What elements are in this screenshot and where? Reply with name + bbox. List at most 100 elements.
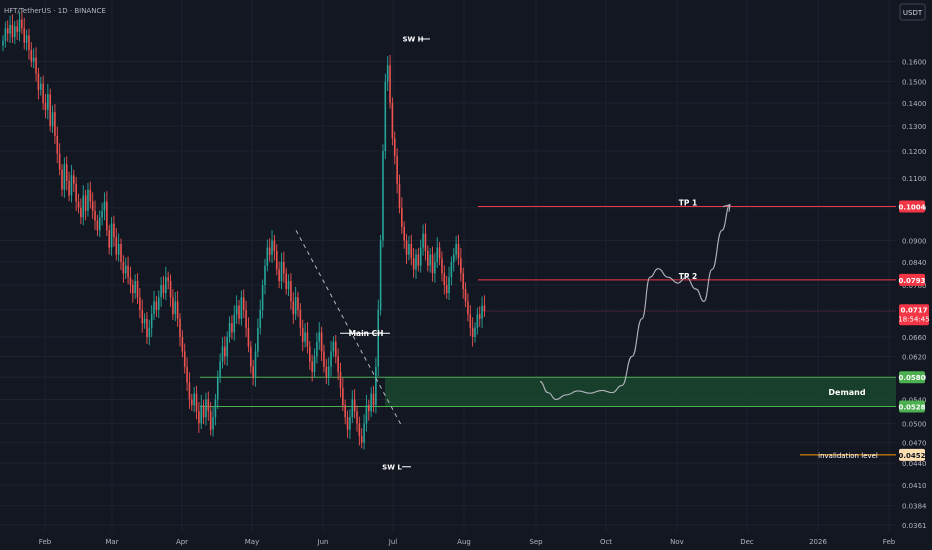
candle-body — [198, 411, 200, 424]
candle-body — [32, 57, 35, 62]
candle-body — [70, 175, 73, 196]
candle-body — [49, 94, 51, 127]
candle-body — [240, 297, 243, 319]
candle-body — [136, 281, 139, 298]
candle-body — [386, 65, 389, 82]
demand-zone-label: Demand — [828, 388, 865, 397]
candle-body — [127, 265, 129, 278]
candle-body — [47, 94, 49, 110]
candle-body — [408, 243, 410, 255]
candle-body — [481, 305, 483, 319]
projected-path[interactable] — [539, 204, 731, 401]
candle-body — [233, 314, 236, 333]
tp1-price-badge-text: 0.1004 — [898, 203, 925, 211]
currency-button[interactable] — [899, 3, 926, 21]
candle-body — [410, 243, 413, 259]
candle-body — [160, 285, 162, 298]
candle-body — [375, 366, 377, 406]
currency-label: USDT — [903, 9, 923, 17]
candle-body — [134, 281, 136, 294]
price-tick-label: 0.0410 — [902, 482, 927, 490]
candle-body — [257, 327, 259, 352]
candle-body — [242, 297, 245, 310]
candle-body — [464, 289, 467, 302]
candle-body — [98, 217, 101, 231]
candle-body — [188, 382, 191, 400]
candle-body — [110, 223, 113, 248]
candle-body — [58, 153, 61, 170]
candle-body — [39, 83, 42, 90]
time-tick-label: Feb — [39, 538, 52, 546]
demand-bottom-price-badge — [899, 400, 925, 413]
candle-body — [405, 240, 408, 255]
candle-body — [290, 281, 292, 302]
time-tick-label: Jun — [317, 538, 329, 546]
candle-body — [337, 356, 339, 372]
candle-body — [106, 201, 108, 231]
candle-body — [75, 183, 77, 202]
candle-body — [191, 399, 193, 406]
candle-body — [16, 26, 18, 32]
candle-body — [455, 243, 457, 255]
candle-body — [370, 393, 372, 412]
candle-body — [108, 230, 110, 248]
candle-body — [342, 388, 344, 406]
candle-body — [478, 314, 481, 319]
candle-body — [309, 346, 311, 362]
candle-body — [153, 301, 155, 315]
candle-body — [37, 73, 40, 90]
candle-body — [389, 65, 391, 104]
candle-body — [334, 341, 337, 357]
candle-body — [247, 327, 250, 347]
candle-body — [148, 327, 151, 338]
price-tick-label: 0.0900 — [902, 238, 927, 246]
candle-body — [339, 371, 342, 389]
candle-body — [351, 399, 354, 418]
time-tick-label: Mar — [105, 538, 118, 546]
candle-body — [174, 301, 177, 315]
demand-zone[interactable] — [385, 377, 896, 407]
dashed-trendline[interactable] — [295, 230, 403, 427]
candle-body — [268, 247, 271, 255]
candle-body — [68, 180, 70, 196]
candle-body — [132, 285, 134, 294]
candle-body — [9, 24, 11, 34]
candle-body — [42, 83, 44, 104]
invalidation-price-badge — [899, 448, 925, 461]
invalidation-label: invalidation level — [818, 452, 878, 460]
candle-body — [124, 265, 127, 274]
candle-body — [219, 361, 221, 378]
candle-body — [417, 254, 420, 266]
price-tick-label: 0.0780 — [902, 282, 927, 290]
candle-body — [4, 28, 7, 41]
candle-body — [422, 233, 424, 248]
candle-body — [323, 351, 325, 367]
price-tick-label: 0.0500 — [902, 420, 927, 428]
candle-body — [372, 393, 375, 406]
candle-body — [280, 261, 283, 282]
price-tick-label: 0.1400 — [902, 100, 927, 108]
candle-body — [368, 405, 370, 412]
candle-body — [181, 337, 184, 352]
candle-body — [393, 138, 396, 157]
candle-body — [318, 332, 321, 342]
candle-body — [23, 28, 26, 43]
candle-body — [363, 423, 365, 443]
time-tick-label: Dec — [740, 538, 754, 546]
candle-body — [139, 297, 141, 310]
candle-body — [431, 254, 434, 274]
candle-body — [63, 164, 66, 190]
time-axis[interactable] — [0, 532, 896, 550]
candle-body — [445, 285, 448, 294]
candle-body — [94, 210, 96, 221]
candle-body — [313, 356, 316, 372]
candle-body — [304, 332, 306, 342]
candle-body — [457, 243, 460, 259]
candle-body — [353, 399, 356, 412]
candle-body — [214, 399, 217, 418]
price-tick-label: 0.0440 — [902, 460, 927, 468]
price-tick-label: 0.0660 — [902, 334, 927, 342]
candle-body — [306, 332, 309, 347]
